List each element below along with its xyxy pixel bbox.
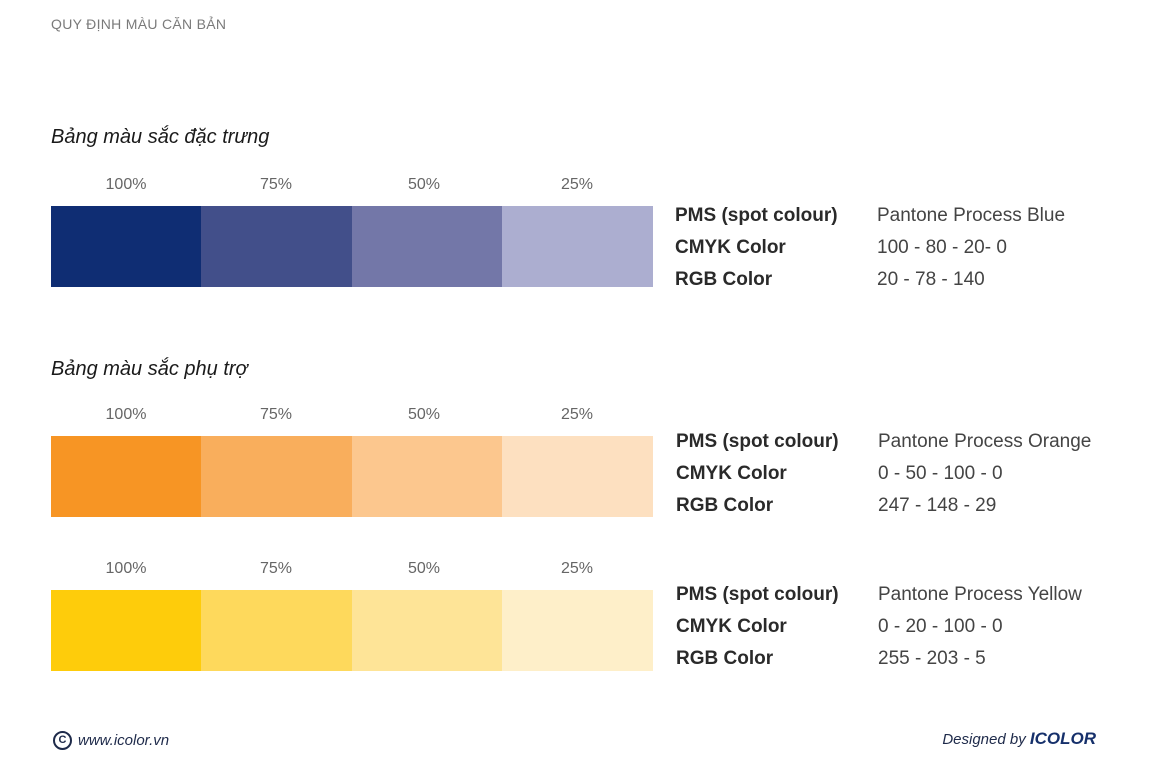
swatch-strip xyxy=(51,436,653,517)
spec-value: 255 - 203 - 5 xyxy=(878,648,986,669)
spec-label: RGB Color xyxy=(675,269,773,290)
section-title-primary: Bảng màu sắc đặc trưng xyxy=(51,126,270,148)
swatch-25 xyxy=(502,206,653,287)
spec-value: 0 - 50 - 100 - 0 xyxy=(878,463,1003,484)
percent-label: 50% xyxy=(407,406,441,423)
spec-value: 0 - 20 - 100 - 0 xyxy=(878,616,1003,637)
percent-label: 75% xyxy=(259,560,293,577)
spec-label: RGB Color xyxy=(676,648,774,669)
percent-label: 25% xyxy=(560,560,594,577)
percent-label: 50% xyxy=(407,560,441,577)
spec-label: CMYK Color xyxy=(676,616,787,637)
swatch-100 xyxy=(51,436,202,517)
swatch-100 xyxy=(51,206,202,287)
percent-labels: 100% 75% 50% 25% xyxy=(51,176,653,198)
brand-name: ICOLOR xyxy=(1029,729,1096,748)
footer-website: C www.icolor.vn xyxy=(53,731,169,750)
percent-labels: 100% 75% 50% 25% xyxy=(51,560,653,582)
spec-label: PMS (spot colour) xyxy=(676,431,839,452)
swatch-50 xyxy=(352,206,503,287)
spec-label: PMS (spot colour) xyxy=(676,584,839,605)
spec-value: 247 - 148 - 29 xyxy=(878,495,997,516)
percent-label: 75% xyxy=(259,406,293,423)
percent-label: 25% xyxy=(560,406,594,423)
copyright-icon: C xyxy=(53,731,72,750)
percent-labels: 100% 75% 50% 25% xyxy=(51,406,653,428)
designed-by-text: Designed by xyxy=(942,731,1026,748)
spec-value: 20 - 78 - 140 xyxy=(877,269,985,290)
swatch-75 xyxy=(201,436,352,517)
spec-value: 100 - 80 - 20- 0 xyxy=(877,237,1007,258)
spec-label: CMYK Color xyxy=(675,237,786,258)
swatch-50 xyxy=(352,590,503,671)
percent-label: 25% xyxy=(560,176,594,193)
swatch-strip xyxy=(51,590,653,671)
swatch-25 xyxy=(502,436,653,517)
spec-value: Pantone Process Yellow xyxy=(878,584,1082,605)
spec-label: CMYK Color xyxy=(676,463,787,484)
percent-label: 50% xyxy=(407,176,441,193)
section-title-secondary: Bảng màu sắc phụ trợ xyxy=(51,358,248,380)
swatch-50 xyxy=(352,436,503,517)
percent-label: 75% xyxy=(259,176,293,193)
spec-label: PMS (spot colour) xyxy=(675,205,838,226)
website-link[interactable]: www.icolor.vn xyxy=(78,732,170,749)
page-header: QUY ĐỊNH MÀU CĂN BẢN xyxy=(51,16,227,32)
swatch-25 xyxy=(502,590,653,671)
spec-value: Pantone Process Orange xyxy=(878,431,1092,452)
footer-credit: Designed by ICOLOR xyxy=(942,729,1096,749)
percent-label: 100% xyxy=(105,176,147,193)
swatch-100 xyxy=(51,590,202,671)
percent-label: 100% xyxy=(105,406,147,423)
swatch-strip xyxy=(51,206,653,287)
swatch-75 xyxy=(201,206,352,287)
swatch-75 xyxy=(201,590,352,671)
spec-label: RGB Color xyxy=(676,495,774,516)
percent-label: 100% xyxy=(105,560,147,577)
spec-value: Pantone Process Blue xyxy=(877,205,1066,226)
